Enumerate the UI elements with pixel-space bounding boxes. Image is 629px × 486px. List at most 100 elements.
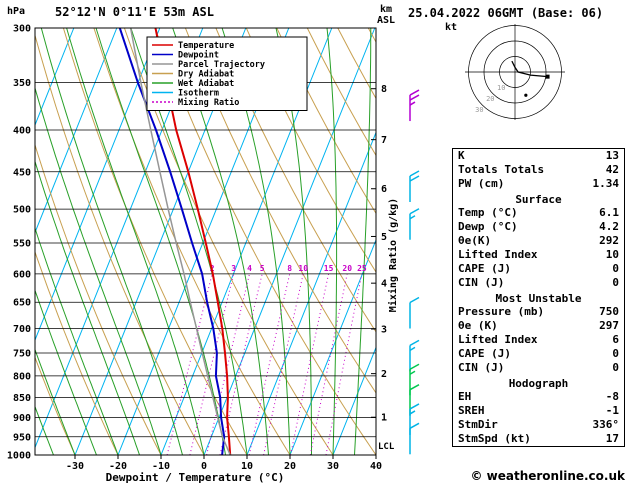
- indices-table: K 13 Totals Totals 42 PW (cm) 1.34 Surface Temp…: [452, 148, 625, 447]
- svg-text:-20: -20: [109, 461, 127, 472]
- svg-text:-30: -30: [66, 461, 84, 472]
- table-row-temp-c: Temp (°C) 6.1: [453, 206, 624, 220]
- metric-value: 0: [612, 276, 619, 289]
- mixing-ratio-labels: 2 3 4 5 8 10 15 20 25: [210, 264, 367, 273]
- svg-text:7: 7: [381, 135, 387, 146]
- svg-text:550: 550: [13, 239, 31, 250]
- svg-text:20: 20: [342, 264, 352, 273]
- svg-text:3: 3: [231, 264, 236, 273]
- hodo-ring-label: 20: [486, 95, 494, 103]
- table-row-e-k: θe (K) 297: [453, 319, 624, 333]
- table-row-sreh: SREH -1: [453, 404, 624, 418]
- metric-label: Totals Totals: [458, 163, 545, 176]
- metric-label: Lifted Index: [458, 333, 538, 346]
- table-row-k: K 13: [453, 149, 624, 163]
- dewpoint-curve: [118, 28, 226, 455]
- station-title: 52°12'N 0°11'E 53m ASL: [55, 5, 214, 19]
- svg-text:km: km: [380, 4, 392, 15]
- hodo-ring: [468, 25, 562, 119]
- svg-text:5: 5: [260, 264, 265, 273]
- svg-text:1000: 1000: [7, 451, 31, 462]
- wind-barb: [409, 422, 420, 455]
- svg-text:10: 10: [241, 461, 253, 472]
- table-row-lifted-index: Lifted Index 10: [453, 248, 624, 262]
- metric-value: -1: [605, 404, 619, 417]
- legend-label: Dewpoint: [178, 50, 219, 61]
- metric-value: 10: [605, 248, 619, 261]
- profiles: [118, 28, 232, 455]
- skewt-chart: 2 3 4 5 8 10 15 20 25hPa300350400450500550600650…: [7, 4, 420, 484]
- metric-label: CAPE (J): [458, 347, 511, 360]
- metric-label: Pressure (mb): [458, 305, 545, 318]
- metric-value: 0: [612, 347, 619, 360]
- metric-label: Lifted Index: [458, 248, 538, 261]
- svg-text:ASL: ASL: [377, 15, 395, 26]
- legend-label: Isotherm: [178, 89, 219, 99]
- svg-text:6: 6: [381, 184, 387, 195]
- legend-label: Mixing Ratio: [178, 97, 239, 108]
- metric-label: θe (K): [458, 319, 498, 332]
- metric-value: 0: [612, 262, 619, 275]
- svg-text:3: 3: [381, 325, 387, 336]
- metric-value: 297: [599, 319, 619, 332]
- svg-text:800: 800: [13, 371, 31, 382]
- svg-text:40: 40: [370, 461, 382, 472]
- hodo-ring-label: 30: [475, 106, 483, 114]
- pressure-axis-label: hPa: [7, 6, 25, 17]
- table-section-hodograph: Hodograph: [508, 377, 569, 390]
- metric-value: 0: [612, 361, 619, 374]
- metric-value: 42: [605, 163, 619, 176]
- metric-value: 4.2: [599, 220, 619, 233]
- svg-text:8: 8: [287, 264, 292, 273]
- wind-barb: [409, 89, 420, 122]
- temp-axis: -30 -20 -10 0 10 20 30 40 Dewpoint / Temperature…: [66, 455, 382, 484]
- pressure-axis: hPa 300 350 400 450 500 550 600 650 700 750 800 850 9…: [7, 6, 31, 462]
- metric-label: Dewp (°C): [458, 220, 518, 233]
- svg-text:350: 350: [13, 78, 31, 89]
- parcel-curve: [129, 28, 231, 455]
- svg-text:500: 500: [13, 205, 31, 216]
- table-row-cape-j: CAPE (J) 0: [453, 347, 624, 361]
- wind-barb: [409, 339, 420, 372]
- hodo-ring: [483, 40, 547, 104]
- svg-text:600: 600: [13, 269, 31, 280]
- metric-label: K: [458, 149, 465, 162]
- hodo-trace-marker: [545, 74, 550, 79]
- wind-barb: [409, 403, 420, 435]
- svg-text:30: 30: [327, 461, 339, 472]
- svg-text:400: 400: [13, 126, 31, 137]
- mixing-axis-label: Mixing Ratio (g/kg): [387, 198, 399, 312]
- metric-value: 1.34: [592, 177, 620, 190]
- wind-barb: [409, 296, 420, 329]
- svg-text:850: 850: [13, 393, 31, 404]
- metric-value: 292: [599, 234, 619, 247]
- metric-label: PW (cm): [458, 177, 505, 190]
- table-section-most-unstable: Most Unstable: [495, 292, 582, 305]
- svg-text:750: 750: [13, 349, 31, 360]
- table-row-dewp-c: Dewp (°C) 4.2: [453, 220, 624, 234]
- metric-value: 6.1: [599, 206, 619, 219]
- hodo-storm-marker: [524, 93, 528, 97]
- metric-label: CIN (J): [458, 276, 505, 289]
- svg-text:450: 450: [13, 167, 31, 178]
- legend-label: Wet Adiabat: [178, 78, 234, 89]
- lcl-label: LCL: [378, 442, 395, 452]
- copyright: © weatheronline.co.uk: [470, 469, 625, 483]
- temp-axis-label: Dewpoint / Temperature (°C): [106, 471, 285, 484]
- wind-barbs: [409, 89, 420, 455]
- metric-value: 336°: [592, 418, 620, 431]
- svg-text:650: 650: [13, 298, 31, 309]
- table-section-surface: Surface: [515, 193, 562, 206]
- svg-text:300: 300: [13, 24, 31, 35]
- svg-text:5: 5: [381, 232, 387, 243]
- table-row-lifted-index: Lifted Index 6: [453, 333, 624, 347]
- metric-label: SREH: [458, 404, 485, 417]
- table-row-stmspd-kt: StmSpd (kt) 17: [453, 432, 624, 446]
- svg-text:900: 900: [13, 413, 31, 424]
- hodo-trace: [511, 60, 548, 78]
- svg-text:20: 20: [284, 461, 296, 472]
- wind-barb: [409, 170, 420, 203]
